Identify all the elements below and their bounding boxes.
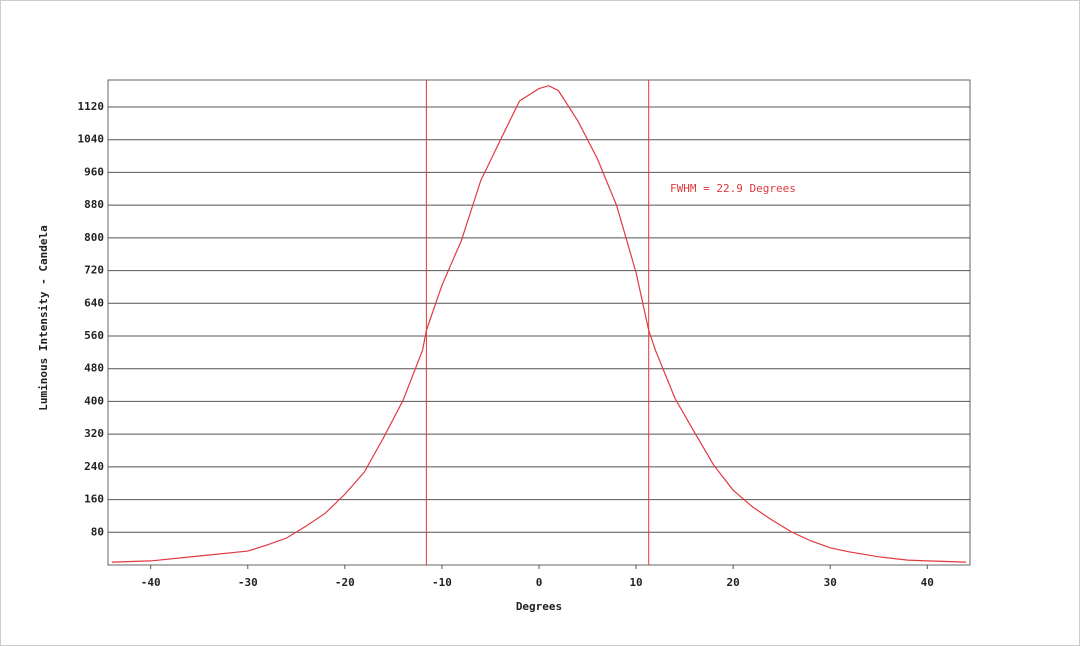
y-tick-label: 720 <box>84 264 104 277</box>
y-tick-label: 560 <box>84 329 104 342</box>
y-tick-label: 1040 <box>78 133 105 146</box>
x-tick-label: 40 <box>921 576 934 589</box>
y-tick-label: 800 <box>84 231 104 244</box>
y-tick-label: 160 <box>84 493 104 506</box>
x-tick-label: 20 <box>727 576 740 589</box>
y-tick-label: 320 <box>84 427 104 440</box>
x-tick-label: -20 <box>335 576 355 589</box>
y-tick-label: 400 <box>84 394 104 407</box>
annotation: FWHM = 22.9 Degrees <box>670 182 796 195</box>
y-tick-label: 880 <box>84 198 104 211</box>
x-tick-label: -40 <box>141 576 161 589</box>
y-tick-label: 640 <box>84 296 104 309</box>
plot-area <box>107 79 971 566</box>
x-tick-label: -30 <box>238 576 258 589</box>
y-tick-label: 1120 <box>78 100 105 113</box>
y-axis-label: Luminous Intensity - Candela <box>37 225 50 410</box>
x-tick-label: 10 <box>629 576 642 589</box>
y-tick-label: 80 <box>91 525 104 538</box>
y-tick-label: 240 <box>84 460 104 473</box>
y-tick-label: 960 <box>84 165 104 178</box>
y-tick-label: 480 <box>84 362 104 375</box>
x-tick-label: 30 <box>824 576 837 589</box>
x-tick-label: 0 <box>536 576 543 589</box>
data-line <box>111 85 967 563</box>
x-tick-label: -10 <box>432 576 452 589</box>
x-axis-label: Degrees <box>516 600 562 613</box>
